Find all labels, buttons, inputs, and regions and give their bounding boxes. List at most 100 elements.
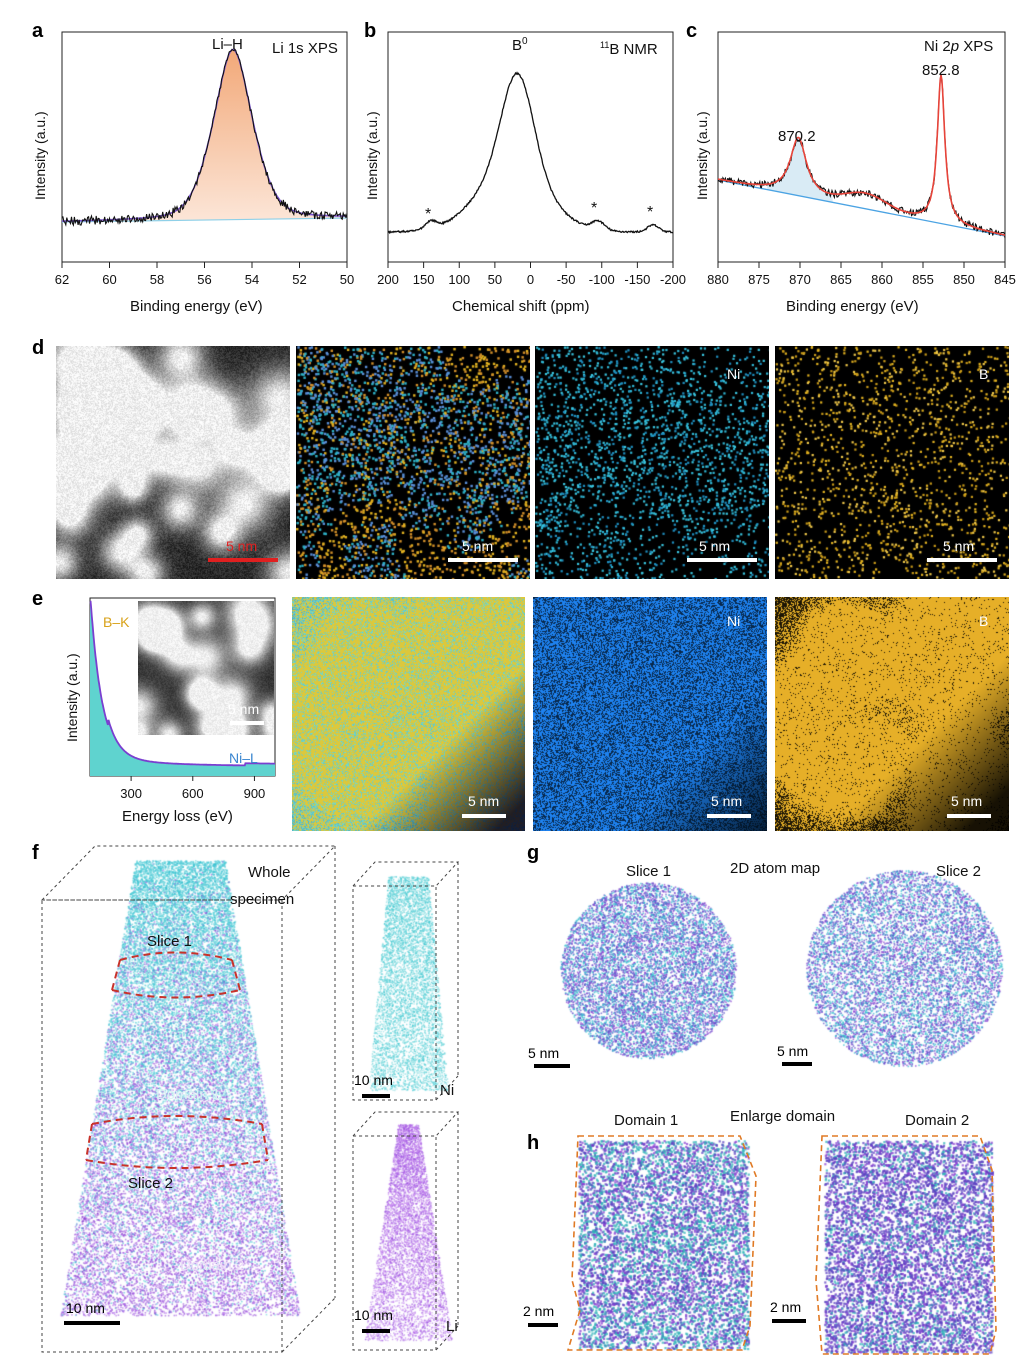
e-nil-label: Ni–L [229,750,258,766]
chart-b-peak-label: B0 [512,36,528,54]
chart-c-peak-fill [767,137,833,203]
d-haadf-image: 5 nm [56,346,290,579]
chart-b-ylabel: Intensity (a.u.) [364,111,380,200]
g-scalebar-2-label: 5 nm [777,1043,809,1059]
chart-c-ticks [717,262,1006,268]
g-slice1-label: Slice 1 [626,863,672,880]
f-domain2-label: Domain 2 [180,1257,245,1274]
f-slice1-label: Slice 1 [147,933,193,950]
tick-label: 62 [54,272,70,287]
h-domain-outlines [566,1135,997,1355]
chart-b-marker-1: * [425,206,432,223]
tick-label: 54 [244,272,260,287]
chart-c-baseline [717,179,1006,237]
tick-label: -200 [659,272,687,287]
chart-c-peak-label-1: 870.2 [778,128,816,145]
f-tomography-specimen [0,840,520,1358]
f-li-box [351,1111,460,1351]
e-ni-scalebar-label: 5 nm [711,793,743,809]
h-domain2-label: Domain 2 [905,1112,970,1129]
tick-label: 52 [292,272,307,287]
e-bk-label: B–K [103,614,130,630]
tick-label: 50 [487,272,503,287]
spectra-charts [61,31,1006,268]
e-ni-scalebar [707,814,751,818]
f-scalebar [64,1321,120,1325]
e-xlabel: Energy loss (eV) [122,808,233,825]
e-inset-scalebar [230,721,264,725]
chart-c-fit-line [717,75,1006,236]
chart-a-baseline [61,217,348,223]
e-b-label: B [979,613,989,629]
h-scalebar-2-label: 2 nm [770,1299,802,1315]
f-li-scalebar [362,1329,390,1333]
chart-b-marker-2: * [591,200,598,217]
chart-b-xlabel: Chemical shift (ppm) [452,298,590,315]
e-inset-scalebar-label: 5 nm [228,701,260,717]
tick-label: 875 [748,272,770,287]
e-b-scalebar [947,814,991,818]
tick-label: 300 [120,786,142,801]
f-whole-label: Whole [248,864,291,881]
panel-label-b: b [364,20,377,42]
panel-label-e: e [32,588,44,610]
d-ni-map: Ni 5 nm [535,346,769,579]
chart-b-frame [387,31,674,263]
f-ni-scalebar-label: 10 nm [354,1072,393,1088]
chart-a-raw-line [61,48,348,227]
tick-label: 900 [243,786,266,801]
e-b-scalebar-label: 5 nm [951,793,983,809]
f-ni-label: Ni [440,1082,455,1099]
panel-label-a: a [32,20,44,42]
chart-a-peak-label: Li–H [212,36,243,53]
e-ni-map: Ni 5 nm [533,597,767,831]
tick-label: 56 [197,272,212,287]
tick-label: 60 [102,272,117,287]
tick-label: 850 [953,272,975,287]
g-scalebar-1 [534,1064,570,1068]
f-specimen-label: specimen [230,891,295,908]
e-overlay-scalebar [462,814,506,818]
chart-b-marker-3: * [647,204,654,221]
chart-a-frame [61,31,348,263]
chart-c-title: Ni 2p XPS [924,38,994,55]
tick-label: 880 [707,272,729,287]
tick-label: 200 [377,272,399,287]
tick-label: 845 [994,272,1016,287]
g-atom-maps [520,850,1024,1090]
chart-a-ylabel: Intensity (a.u.) [32,111,48,200]
tick-label: 600 [181,786,204,801]
g-scalebar-1-label: 5 nm [528,1045,560,1061]
chart-a-peak-fill [62,49,347,222]
e-ticks [130,776,255,781]
g-scalebar-2 [782,1062,812,1066]
chart-c-ylabel: Intensity (a.u.) [694,111,710,200]
chart-c-raw-line [717,73,1006,239]
tick-label: -50 [556,272,576,287]
chart-b-line [387,71,674,235]
panel-label-d: d [32,337,45,359]
e-b-map: B 5 nm [775,597,1009,831]
h-enlarge-title: Enlarge domain [730,1108,836,1125]
chart-a-title: Li 1s XPS [272,40,338,57]
h-scalebar-1-label: 2 nm [523,1303,555,1319]
tick-label: 58 [149,272,165,287]
chart-c-xlabel: Binding energy (eV) [786,298,919,315]
tick-label: 50 [339,272,355,287]
d-ni-scalebar-label: 5 nm [699,538,731,554]
f-li-label: Li [446,1318,458,1335]
f-slice2-label: Slice 2 [128,1175,174,1192]
tick-label: 865 [830,272,852,287]
h-domain2-outline [815,1135,997,1355]
e-inset-image: 5 nm [138,601,274,735]
f-bounding-boxes [40,845,460,1353]
panel-label-c: c [686,20,698,42]
d-b-map: B 5 nm [775,346,1009,579]
f-domain1-label: Domain 1 [156,1086,221,1103]
e-spectrum-line [89,600,275,767]
d-overlay-scalebar [448,558,518,562]
f-scalebar-label: 10 nm [66,1300,105,1316]
d-overlay-map: 5 nm [296,346,530,579]
tick-label: -100 [588,272,615,287]
h-scalebar-2 [772,1319,806,1323]
